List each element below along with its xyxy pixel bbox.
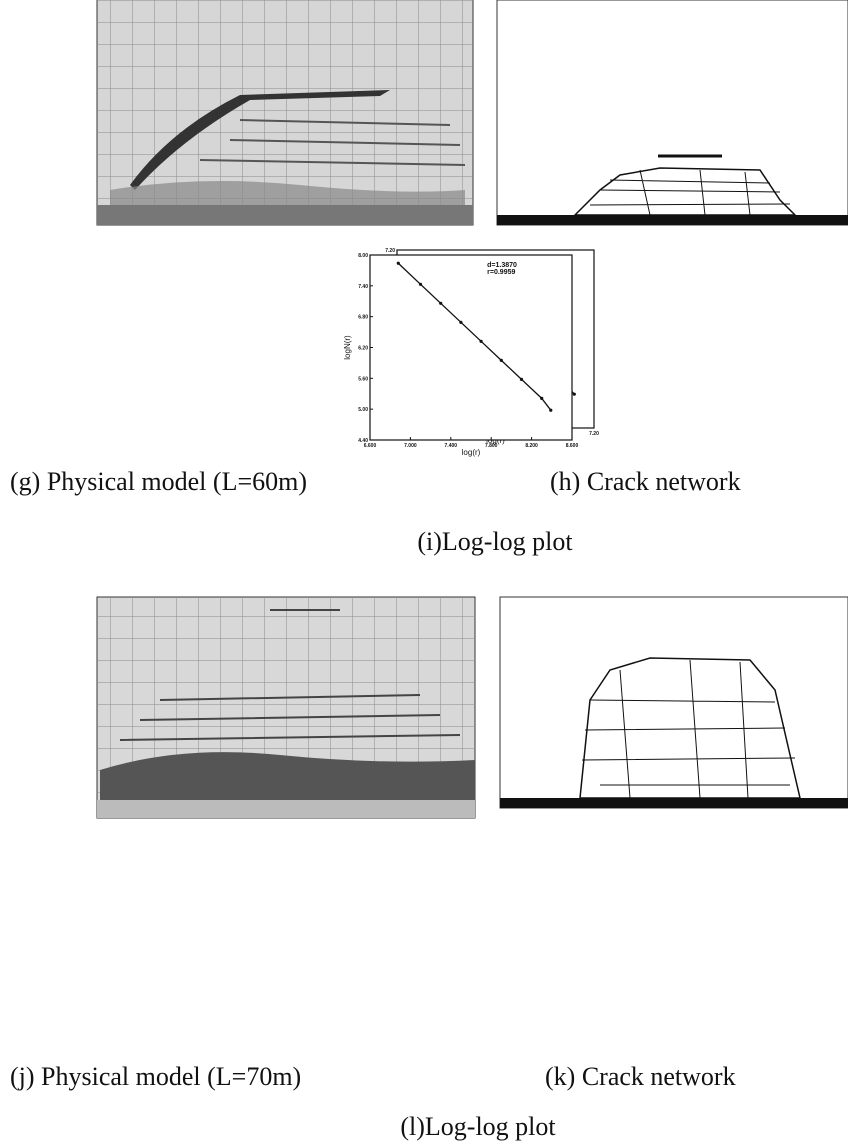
data-point bbox=[479, 339, 483, 343]
log-log-plot: 6.600 7.000 7.400 7.800 8.200 8.600 4.40 5.00 5.… bbox=[343, 253, 578, 457]
x-tick-label: 7.800 bbox=[485, 443, 498, 449]
data-point bbox=[499, 358, 503, 362]
data-point bbox=[519, 377, 524, 381]
y-tick-label: 7.40 bbox=[358, 284, 368, 290]
annotation: r=0.9959 bbox=[487, 269, 515, 276]
x-tick-label: 6.600 bbox=[364, 443, 377, 449]
y-tick-label: 5.00 bbox=[358, 407, 368, 413]
caption: (l)Log-log plot bbox=[400, 1112, 556, 1141]
physical-model-photo bbox=[96, 596, 476, 819]
y-tick-label: 6.80 bbox=[358, 315, 368, 321]
data-point bbox=[540, 396, 544, 400]
caption: (j) Physical model (L=70m) bbox=[10, 1062, 301, 1091]
physical-model-photo bbox=[96, 0, 474, 226]
x-tick-label: 7.000 bbox=[404, 443, 417, 449]
x-tick-label: 7.20 bbox=[589, 431, 599, 437]
data-point bbox=[549, 408, 553, 412]
data-point bbox=[572, 392, 576, 396]
y-tick-label: 6.20 bbox=[358, 346, 368, 352]
caption: (g) Physical model (L=60m) bbox=[10, 467, 307, 496]
x-tick-label: 7.400 bbox=[445, 443, 458, 449]
data-point bbox=[439, 301, 443, 305]
data-point bbox=[396, 261, 400, 265]
plots: 4.805.205.606.006.406.807.205.205.606.00… bbox=[343, 248, 599, 457]
y-tick-label: 7.20 bbox=[385, 248, 395, 254]
caption: (k) Crack network bbox=[545, 1062, 736, 1091]
x-tick-label: 8.200 bbox=[525, 443, 538, 449]
data-point bbox=[459, 320, 463, 324]
annotation: d=1.3870 bbox=[487, 262, 517, 269]
y-tick-label: 4.40 bbox=[358, 438, 368, 444]
crack-network-drawing bbox=[499, 596, 848, 809]
caption: (h) Crack network bbox=[550, 467, 741, 496]
data-point bbox=[418, 282, 423, 286]
y-tick-label: 8.00 bbox=[358, 253, 368, 259]
y-axis-label: logN(r) bbox=[343, 335, 352, 360]
x-axis-label: log(r) bbox=[462, 448, 481, 457]
caption: (i)Log-log plot bbox=[417, 527, 573, 556]
crack-network-drawing bbox=[496, 0, 848, 226]
plot-frame bbox=[369, 254, 573, 441]
y-tick-label: 5.60 bbox=[358, 376, 368, 382]
captions: (g) Physical model (L=60m) (h) Crack netw… bbox=[10, 467, 741, 1141]
x-tick-label: 8.600 bbox=[566, 443, 579, 449]
